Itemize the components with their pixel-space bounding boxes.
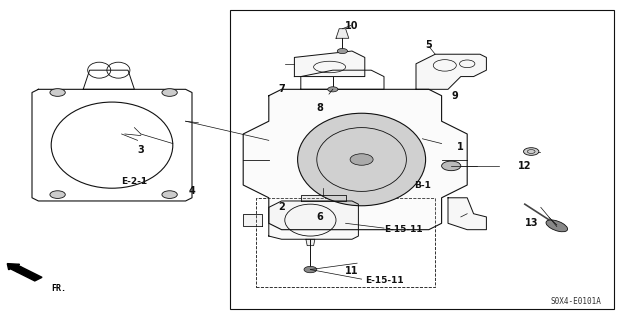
Text: E-2-1: E-2-1 xyxy=(122,177,147,186)
Bar xyxy=(230,10,614,309)
Circle shape xyxy=(50,191,65,198)
Text: 6: 6 xyxy=(317,212,323,222)
Polygon shape xyxy=(294,51,365,77)
FancyArrow shape xyxy=(7,263,42,281)
Circle shape xyxy=(337,48,348,54)
Circle shape xyxy=(442,161,461,171)
Ellipse shape xyxy=(546,220,568,232)
Text: 3: 3 xyxy=(138,145,144,155)
Text: E-15-11: E-15-11 xyxy=(384,225,422,234)
Circle shape xyxy=(350,154,373,165)
Polygon shape xyxy=(243,89,467,230)
Text: 11: 11 xyxy=(345,266,359,276)
Text: 5: 5 xyxy=(426,40,432,50)
Text: 8: 8 xyxy=(317,103,323,114)
Text: 4: 4 xyxy=(189,186,195,197)
Circle shape xyxy=(162,89,177,96)
Text: 9: 9 xyxy=(451,91,458,101)
Polygon shape xyxy=(416,54,486,89)
Polygon shape xyxy=(336,29,349,38)
Text: 7: 7 xyxy=(278,84,285,94)
Text: E-15-11: E-15-11 xyxy=(365,276,403,285)
Polygon shape xyxy=(243,214,262,226)
Polygon shape xyxy=(301,195,346,201)
Text: 2: 2 xyxy=(278,202,285,212)
Circle shape xyxy=(328,87,338,92)
Text: 1: 1 xyxy=(458,142,464,152)
Polygon shape xyxy=(269,201,358,239)
Text: 12: 12 xyxy=(518,161,532,171)
Ellipse shape xyxy=(298,113,426,206)
Polygon shape xyxy=(306,239,315,246)
Text: 10: 10 xyxy=(345,20,359,31)
Polygon shape xyxy=(448,198,486,230)
Text: S0X4-E0101A: S0X4-E0101A xyxy=(551,297,602,306)
Circle shape xyxy=(304,266,317,273)
Text: FR.: FR. xyxy=(51,284,66,293)
Bar xyxy=(256,198,435,287)
Circle shape xyxy=(50,89,65,96)
Text: B-1: B-1 xyxy=(414,181,431,189)
Circle shape xyxy=(162,191,177,198)
Text: 13: 13 xyxy=(524,218,538,228)
Circle shape xyxy=(524,148,539,155)
